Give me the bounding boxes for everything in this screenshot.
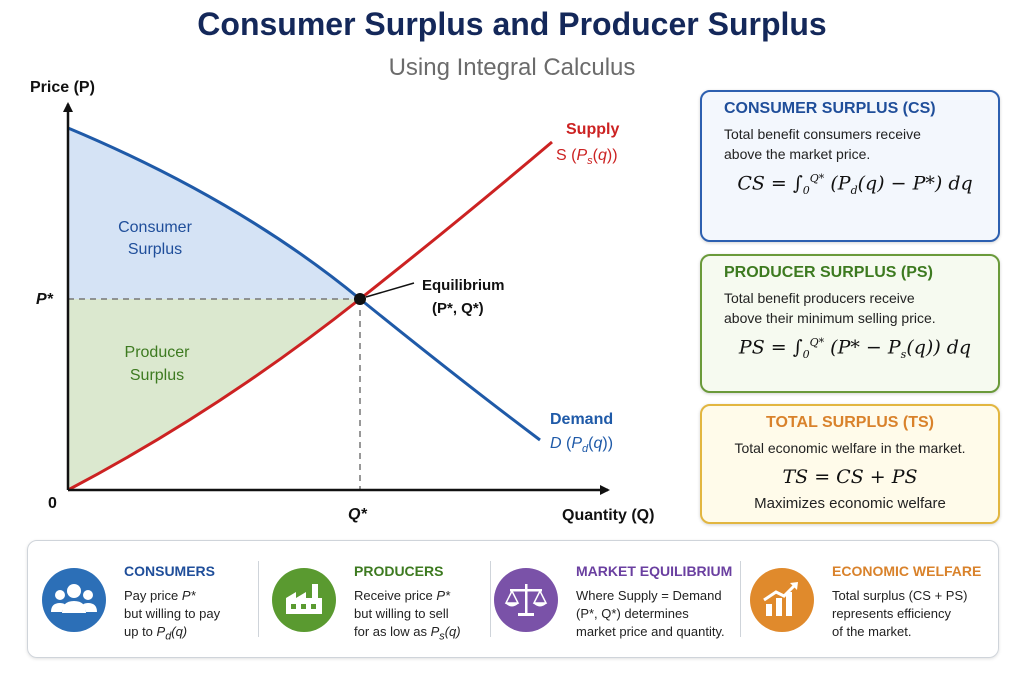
equilibrium-label: Equilibrium [422, 277, 505, 294]
equilibrium-pointer [365, 282, 415, 298]
demand-curve [67, 126, 541, 442]
producer-surplus-description-line2: above their minimum selling price. [724, 310, 936, 326]
supply-label: Supply [566, 121, 619, 138]
p-star-label: P* [36, 291, 54, 308]
producers-line1: Receive price P* [354, 588, 451, 603]
supply-curve [67, 140, 553, 492]
producer-surplus-heading: PRODUCER SURPLUS (PS) [724, 264, 933, 281]
economic-welfare-line1: Total surplus (CS + PS) [832, 588, 968, 603]
consumer-surplus-heading: CONSUMER SURPLUS (CS) [724, 100, 936, 117]
divider [740, 561, 741, 637]
total-surplus-note: Maximizes economic welfare [754, 495, 946, 512]
q-star-label: Q* [348, 506, 367, 523]
market-equilibrium-description: Where Supply = Demand (P*, Q*) determine… [576, 587, 725, 641]
producers-line2: but willing to sell [354, 606, 449, 621]
consumers-item: CONSUMERS Pay price P* but willing to pa… [28, 541, 258, 659]
economic-welfare-line2: represents efficiency [832, 606, 951, 621]
economic-welfare-description: Total surplus (CS + PS) represents effic… [832, 587, 967, 641]
market-equilibrium-line3: market price and quantity. [576, 624, 725, 639]
consumers-description: Pay price P* but willing to pay up to Pd… [124, 587, 220, 646]
x-axis-label: Quantity (Q) [562, 507, 654, 524]
supply-function-label: S (Ps(q)) [556, 147, 618, 167]
consumer-surplus-description-line1: Total benefit consumers receive [724, 126, 921, 142]
factory-icon [272, 568, 336, 632]
people-icon [42, 568, 106, 632]
equilibrium-point [354, 293, 366, 305]
economic-welfare-heading: ECONOMIC WELFARE [832, 563, 982, 579]
total-surplus-formula: TS = CS + PS [782, 466, 918, 488]
equilibrium-point-label: (P*, Q*) [432, 300, 484, 317]
producer-surplus-formula: PS = ∫0Q* (P* − Ps(q)) dq [738, 336, 972, 362]
demand-label: Demand [550, 411, 613, 428]
consumer-surplus-formula: CS = ∫0Q* (Pd(q) − P*) dq [737, 172, 973, 198]
total-surplus-description: Total economic welfare in the market. [734, 440, 966, 456]
producers-line3: for as low as Ps(q) [354, 624, 461, 643]
supply-demand-graph: Price (P) Quantity (Q) 0 P* Q* Supply S … [30, 79, 654, 524]
consumer-surplus-label-line1: Consumer [118, 219, 192, 236]
producer-surplus-area [68, 299, 360, 490]
economic-welfare-line3: of the market. [832, 624, 912, 639]
consumers-line2: but willing to pay [124, 606, 221, 621]
consumers-line3: up to Pd(q) [124, 624, 188, 643]
producer-surplus-label-line1: Producer [125, 344, 191, 361]
consumers-heading: CONSUMERS [124, 563, 216, 579]
consumer-surplus-label-line2: Surplus [128, 241, 182, 258]
page-title: Consumer Surplus and Producer Surplus [197, 6, 827, 42]
market-equilibrium-line2: (P*, Q*) determines [576, 606, 689, 621]
page-subtitle: Using Integral Calculus [388, 54, 636, 81]
producers-heading: PRODUCERS [354, 563, 444, 579]
balance-scale-icon [494, 568, 558, 632]
total-surplus-card: TOTAL SURPLUS (TS) Total economic welfar… [700, 404, 1000, 524]
divider [490, 561, 491, 637]
divider [258, 561, 259, 637]
origin-label: 0 [48, 495, 57, 512]
consumers-line1: Pay price P* [124, 588, 196, 603]
consumer-surplus-card: CONSUMER SURPLUS (CS) Total benefit cons… [700, 90, 1000, 242]
growth-chart-icon [750, 568, 814, 632]
producer-surplus-description-line1: Total benefit producers receive [724, 290, 915, 306]
consumer-surplus-area [68, 128, 360, 299]
consumer-surplus-description-line2: above the market price. [724, 146, 871, 162]
economic-welfare-item: ECONOMIC WELFARE Total surplus (CS + PS)… [736, 541, 998, 659]
y-axis-label: Price (P) [30, 79, 95, 96]
market-equilibrium-line1: Where Supply = Demand [576, 588, 722, 603]
producer-surplus-card: PRODUCER SURPLUS (PS) Total benefit prod… [700, 254, 1000, 393]
producer-surplus-label-line2: Surplus [130, 367, 184, 384]
total-surplus-heading: TOTAL SURPLUS (TS) [766, 414, 934, 431]
summary-panel: CONSUMERS Pay price P* but willing to pa… [27, 540, 999, 658]
demand-function-label: D (Pd(q)) [550, 435, 613, 455]
market-equilibrium-item: MARKET EQUILIBRIUM Where Supply = Demand… [480, 541, 740, 659]
market-equilibrium-heading: MARKET EQUILIBRIUM [576, 563, 733, 579]
producers-description: Receive price P* but willing to sell for… [354, 587, 461, 646]
producers-item: PRODUCERS Receive price P* but willing t… [258, 541, 490, 659]
